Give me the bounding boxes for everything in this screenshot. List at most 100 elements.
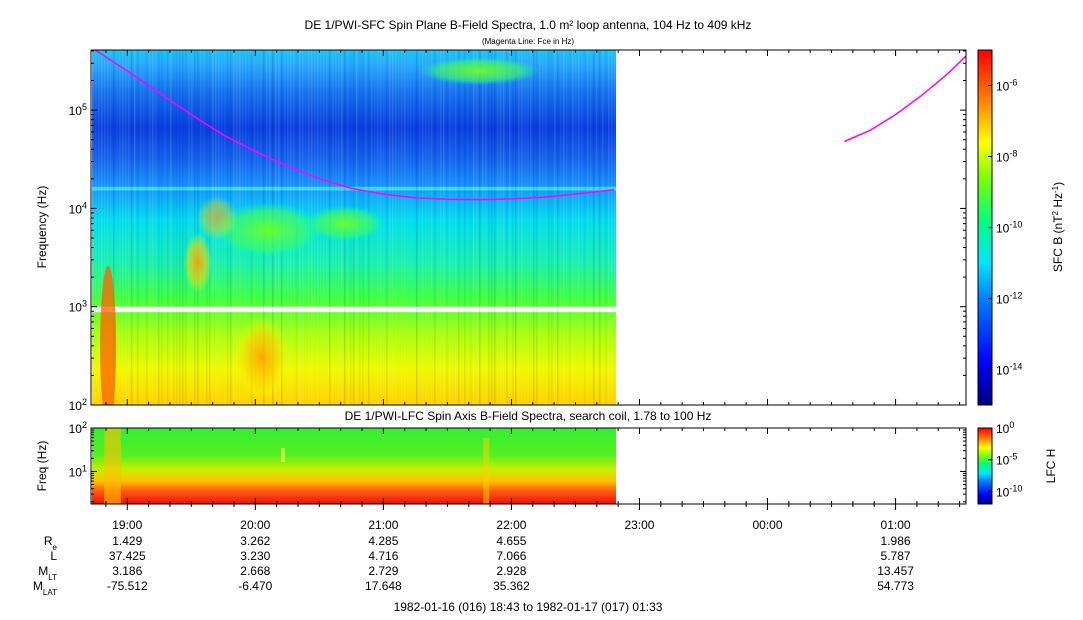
texture-stripe (515, 50, 517, 405)
texture-stripe (191, 50, 193, 405)
texture-stripe (128, 50, 130, 405)
sfc-cb-label-sup2: -1 (1051, 185, 1060, 193)
fce-line-layer (94, 50, 966, 201)
texture-stripe (140, 50, 142, 405)
time-tick-label: 23:00 (624, 518, 654, 532)
ephemeris-label-main: L (50, 549, 57, 563)
sfc-y-tick-mantissa: 10 (69, 104, 83, 118)
texture-stripe (536, 50, 538, 405)
texture-stripe (569, 50, 571, 405)
ephemeris-label-sub: LAT (43, 588, 57, 597)
texture-stripe (443, 50, 445, 405)
ephemeris-value: -75.512 (107, 579, 148, 593)
texture-stripe (458, 50, 460, 405)
sfc-panel-frame (90, 49, 967, 406)
sfc-heatmap (92, 50, 616, 405)
lfc-y-tick-mantissa: 10 (69, 422, 83, 436)
texture-stripe (182, 50, 184, 405)
texture-stripe (98, 50, 100, 405)
texture-stripe (512, 50, 514, 405)
texture-stripe (560, 50, 562, 405)
sfc-cb-tick-mantissa: 10 (996, 364, 1010, 378)
sfc-y-tick-exponent: 2 (82, 397, 87, 407)
texture-stripe (605, 50, 607, 405)
ephemeris-value: 4.285 (368, 534, 398, 548)
ephemeris-row-label: MLAT (33, 579, 57, 597)
texture-stripe (479, 50, 481, 405)
texture-stripe (509, 50, 511, 405)
lfc-y-tick-label: 101 (69, 463, 87, 479)
sfc-cb-tick-mantissa: 10 (996, 80, 1010, 94)
polar-cap-emission (100, 265, 117, 405)
lfc-y-tick-exponent: 2 (82, 420, 87, 430)
sfc-cb-tick-label: 10-8 (996, 149, 1017, 165)
data-gap-band (92, 306, 616, 313)
sfc-cb-tick-label: 10-12 (996, 291, 1022, 307)
time-axis: 19:00 20:00 21:00 22:00 23:00 00:00 01:00 (105, 50, 961, 532)
texture-stripe (467, 50, 469, 405)
ephemeris-label-sub: LT (48, 573, 57, 582)
texture-stripe (401, 50, 403, 405)
texture-stripe (137, 50, 139, 405)
texture-stripe (410, 50, 412, 405)
lfc-burst (280, 448, 285, 462)
texture-stripe (113, 50, 115, 405)
sfc-cb-tick-exponent: -6 (1009, 78, 1017, 88)
texture-stripe (596, 50, 598, 405)
texture-stripe (101, 50, 103, 405)
lfc-cb-tick-label: 100 (996, 420, 1014, 436)
texture-stripe (188, 50, 190, 405)
texture-stripe (407, 50, 409, 405)
sfc-y-tick-exponent: 3 (82, 299, 87, 309)
texture-stripe (518, 50, 520, 405)
sfc-cb-tick-exponent: -10 (1009, 220, 1022, 230)
texture-stripe (386, 50, 388, 405)
texture-stripe (428, 50, 430, 405)
lfc-cb-tick-mantissa: 10 (996, 485, 1010, 499)
sfc-colorbar-label: SFC B (nT2 Hz-1) (1051, 182, 1066, 272)
lfc-cb-tick-exponent: -10 (1009, 483, 1022, 493)
sfc-cb-tick-label: 10-6 (996, 78, 1017, 94)
texture-stripe (575, 50, 577, 405)
lfc-y-tick-exponent: 1 (82, 463, 87, 473)
texture-stripe (422, 50, 424, 405)
texture-stripe (437, 50, 439, 405)
ephemeris-row-label: Re (44, 534, 58, 552)
texture-stripe (557, 50, 559, 405)
texture-stripe (494, 50, 496, 405)
texture-stripe (590, 50, 592, 405)
sfc-y-tick-mantissa: 10 (69, 399, 83, 413)
texture-stripe (119, 50, 121, 405)
ephemeris-row-label: L (50, 549, 57, 563)
lfc-y-tick-label: 102 (69, 420, 87, 436)
spectrogram-subtitle: (Magenta Line: Fce in Hz) (482, 37, 574, 46)
ephemeris-label-sub: e (53, 543, 58, 552)
texture-stripe (161, 50, 163, 405)
lfc-heatmap (92, 428, 616, 504)
texture-stripe (497, 50, 499, 405)
sfc-cb-label-sup1: 2 (1051, 210, 1060, 215)
fce-line-segment-1 (94, 50, 614, 201)
texture-stripe (155, 50, 157, 405)
texture-stripe (440, 50, 442, 405)
texture-stripe (95, 50, 97, 405)
ephemeris-value: 4.716 (368, 549, 398, 563)
texture-stripe (146, 50, 148, 405)
texture-stripe (581, 50, 583, 405)
lfc-colorbar-ticks: 100 10-5 10-10 (988, 420, 1022, 499)
sfc-cb-label-pre: SFC B (nT (1051, 215, 1065, 272)
texture-stripe (608, 50, 610, 405)
ephemeris-value: -6.470 (238, 579, 272, 593)
texture-stripe (434, 50, 436, 405)
lfc-cb-tick-label: 10-10 (996, 483, 1022, 499)
texture-stripe (503, 50, 505, 405)
lfc-cb-tick-label: 10-5 (996, 452, 1017, 468)
texture-stripe (482, 50, 484, 405)
ephemeris-value: 2.668 (240, 564, 270, 578)
texture-stripe (542, 50, 544, 405)
texture-stripe (179, 50, 181, 405)
